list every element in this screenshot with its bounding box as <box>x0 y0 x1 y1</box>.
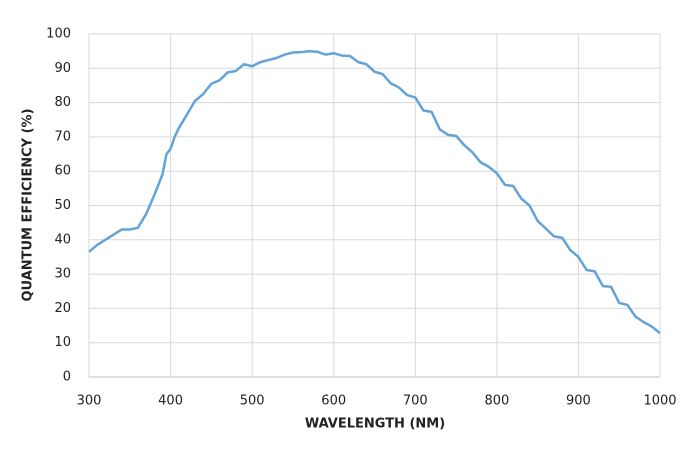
y-tick-label: 100 <box>46 27 71 42</box>
y-tick-label: 90 <box>54 61 71 76</box>
x-tick-label: 900 <box>566 394 591 409</box>
y-tick-label: 10 <box>54 335 71 350</box>
y-tick-label: 30 <box>54 267 71 282</box>
y-tick-label: 20 <box>54 301 71 316</box>
y-tick-label: 70 <box>54 129 71 144</box>
x-axis-title: WAVELENGTH (NM) <box>305 417 445 432</box>
x-tick-label: 700 <box>403 394 428 409</box>
x-tick-label: 800 <box>484 394 509 409</box>
data-line <box>88 49 661 335</box>
y-tick-label: 50 <box>54 198 71 213</box>
x-tick-label: 300 <box>77 394 102 409</box>
x-tick-label: 600 <box>321 394 346 409</box>
y-tick-label: 80 <box>54 95 71 110</box>
x-tick-label: 1000 <box>643 394 676 409</box>
y-axis-title: QUANTUM EFFICIENCY (%) <box>21 108 36 301</box>
y-tick-label: 40 <box>54 232 71 247</box>
y-tick-label: 60 <box>54 164 71 179</box>
x-tick-label: 400 <box>158 394 183 409</box>
x-tick-label: 500 <box>240 394 265 409</box>
y-tick-label: 0 <box>63 370 71 385</box>
